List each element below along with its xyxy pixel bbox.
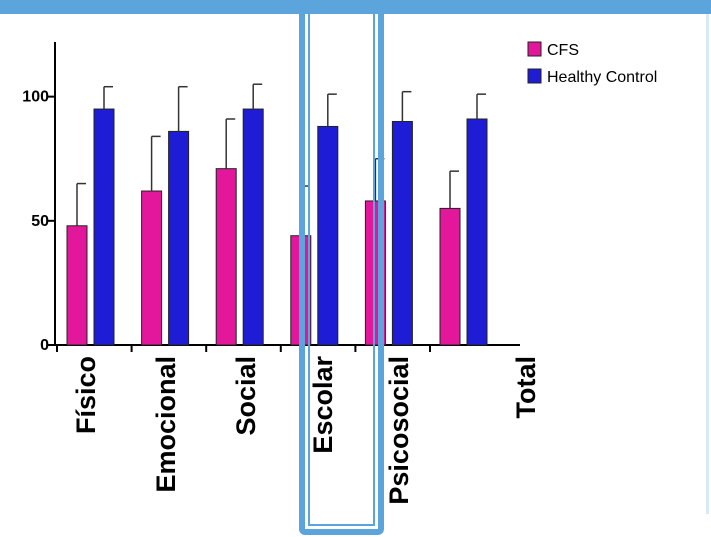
legend-label: CFS bbox=[547, 42, 579, 59]
bar-healthy-control bbox=[168, 130, 190, 346]
y-tick-label: 0 bbox=[40, 337, 49, 354]
bar-healthy-control bbox=[93, 108, 115, 346]
category-label: Total bbox=[511, 356, 541, 419]
highlight-outer-box bbox=[299, 0, 384, 535]
legend-swatch bbox=[527, 68, 542, 84]
category-label: Social bbox=[231, 356, 261, 436]
bar-cfs bbox=[66, 225, 88, 346]
category-label: Psicosocial bbox=[384, 356, 414, 505]
y-tick-label: 100 bbox=[22, 89, 49, 106]
highlight-inner-box bbox=[308, 7, 375, 526]
category-label: Físico bbox=[71, 356, 101, 434]
bar-healthy-control bbox=[317, 125, 339, 346]
bar-healthy-control bbox=[391, 120, 413, 346]
bar-cfs bbox=[439, 207, 461, 346]
legend-swatch bbox=[527, 41, 542, 57]
category-label: Escolar bbox=[308, 356, 338, 454]
bar-healthy-control bbox=[242, 108, 264, 346]
y-tick-label: 50 bbox=[31, 213, 49, 230]
legend-label: Healthy Control bbox=[547, 69, 657, 86]
category-label: Emocional bbox=[151, 356, 181, 493]
bar-cfs bbox=[215, 168, 237, 346]
right-edge-strip bbox=[706, 14, 709, 514]
bar-healthy-control bbox=[466, 118, 488, 346]
bar-cfs bbox=[141, 190, 163, 346]
